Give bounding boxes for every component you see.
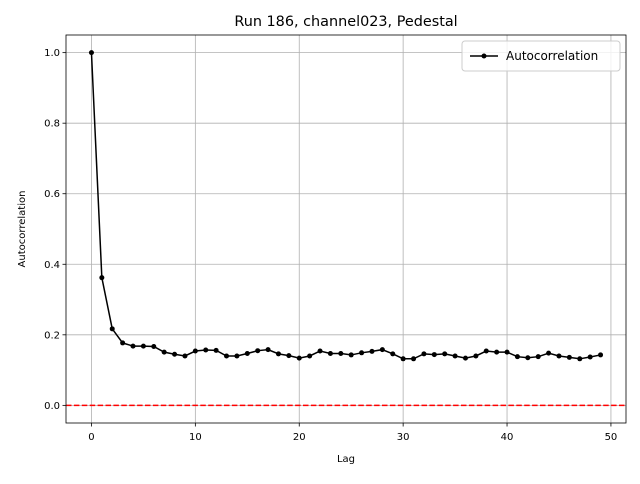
point (213, 347, 219, 353)
point (359, 350, 365, 356)
point (379, 347, 385, 353)
point (598, 352, 604, 358)
y-tick-label: 0.8 (44, 119, 60, 130)
x-tick-label: 40 (501, 432, 514, 443)
point (338, 351, 344, 357)
point (275, 351, 281, 357)
point (369, 348, 375, 354)
point (192, 348, 198, 354)
point (431, 352, 437, 358)
y-tick-label: 1.0 (44, 48, 60, 59)
point (400, 356, 406, 362)
point (151, 343, 157, 349)
point (172, 351, 178, 357)
point (255, 348, 261, 354)
legend-marker (481, 53, 487, 59)
point (348, 352, 354, 358)
point (265, 347, 271, 353)
point (473, 353, 479, 359)
point (514, 354, 520, 360)
point (483, 348, 489, 354)
point (307, 353, 313, 359)
chart-title: Run 186, channel023, Pedestal (234, 14, 457, 30)
point (421, 351, 427, 357)
point (546, 350, 552, 356)
point (462, 355, 468, 361)
point (411, 356, 417, 362)
x-tick-label: 10 (189, 432, 202, 443)
y-tick-label: 0.2 (44, 330, 60, 341)
point (442, 351, 448, 357)
point (234, 353, 240, 359)
point (88, 50, 94, 56)
point (109, 326, 115, 332)
plot-frame (65, 34, 627, 424)
point (577, 356, 583, 362)
point (203, 347, 209, 353)
point (130, 343, 136, 349)
point (494, 349, 500, 355)
point (317, 348, 323, 354)
y-tick-label: 0.0 (44, 401, 60, 412)
point (286, 353, 292, 359)
y-tick-label: 0.4 (44, 260, 60, 271)
point (182, 353, 188, 359)
x-axis-label: Lag (337, 454, 355, 465)
point (452, 353, 458, 359)
point (390, 351, 396, 357)
x-tick-label: 0 (88, 432, 94, 443)
legend-box (461, 40, 621, 72)
point (99, 275, 105, 281)
point (327, 351, 333, 357)
point (224, 353, 230, 359)
point (161, 349, 167, 355)
y-tick-label: 0.6 (44, 189, 60, 200)
point (120, 340, 126, 346)
point (296, 355, 302, 361)
point (140, 343, 146, 349)
x-tick-label: 20 (293, 432, 306, 443)
y-axis-label: Autocorrelation (17, 191, 28, 268)
point (504, 349, 510, 355)
point (566, 354, 572, 360)
point (556, 353, 562, 359)
point (587, 354, 593, 360)
point (525, 355, 531, 361)
x-tick-label: 50 (605, 432, 618, 443)
x-tick-label: 30 (397, 432, 410, 443)
point (244, 351, 250, 357)
point (535, 354, 541, 360)
legend-label: Autocorrelation (506, 49, 598, 63)
